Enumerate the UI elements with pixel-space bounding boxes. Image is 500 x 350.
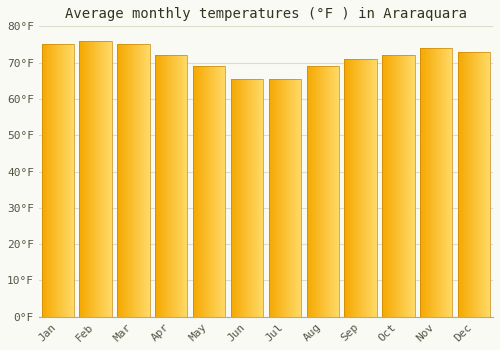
Bar — [344, 59, 376, 317]
Bar — [118, 44, 150, 317]
Bar — [80, 41, 112, 317]
Bar — [193, 66, 225, 317]
Bar — [458, 52, 490, 317]
Bar — [420, 48, 452, 317]
Bar — [231, 79, 263, 317]
Bar — [155, 55, 188, 317]
Bar — [382, 55, 414, 317]
Bar — [269, 79, 301, 317]
Bar — [42, 44, 74, 317]
Title: Average monthly temperatures (°F ) in Araraquara: Average monthly temperatures (°F ) in Ar… — [65, 7, 467, 21]
Bar — [306, 66, 339, 317]
